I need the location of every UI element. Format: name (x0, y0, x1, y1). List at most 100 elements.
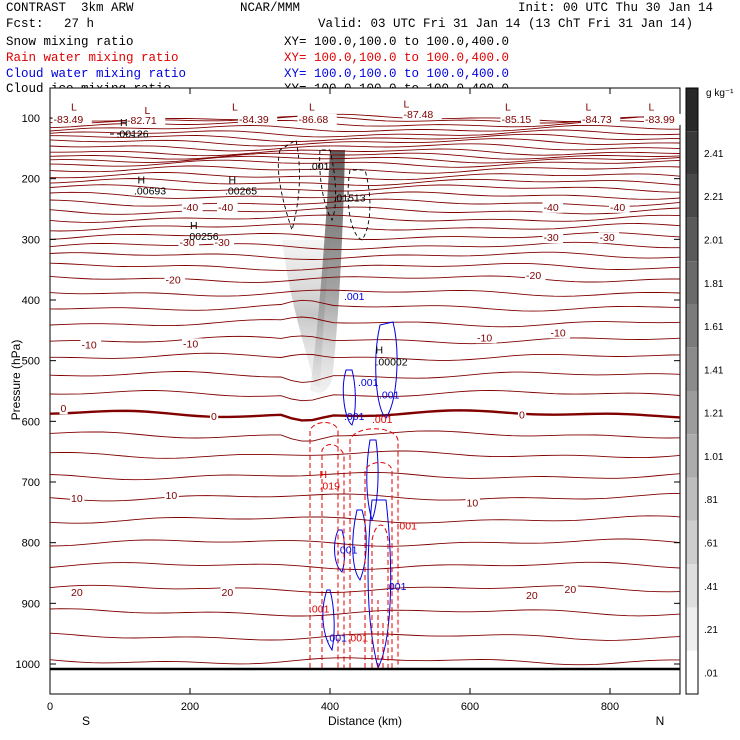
isotherm-label: 10 (166, 490, 178, 502)
colorbar-swatch (686, 520, 698, 565)
isotherm-line (50, 316, 680, 328)
isotherm-label: 0 (211, 411, 217, 423)
contour-label-bg (581, 113, 621, 125)
y-tick-label: 100 (22, 113, 40, 125)
isotherm-line (50, 251, 680, 260)
isotherm-label: 20 (222, 587, 234, 599)
contour-label-bg (644, 113, 684, 125)
colorbar-unit: g kg⁻¹ (706, 88, 734, 99)
extremum-label: H (120, 117, 128, 129)
colorbar-swatch (686, 88, 698, 132)
valid-time: Valid: 03 UTC Fri 31 Jan 14 (13 ChT Fri … (318, 17, 694, 31)
y-tick-label: 900 (22, 598, 40, 610)
isotherm-label: -10 (477, 332, 492, 344)
contour-label-bg (164, 274, 186, 286)
contour-label-bg (213, 237, 235, 249)
isotherm-line (50, 129, 680, 138)
contour-label-bg (518, 409, 527, 421)
isotherm-label: -10 (551, 327, 566, 339)
isotherm-label: -40 (183, 202, 198, 214)
colorbar-level-label: .21 (704, 625, 718, 636)
colorbar-swatch (686, 650, 698, 694)
contour-label-bg (210, 411, 219, 423)
cloud-ice-contours (110, 133, 371, 241)
contour-label-bg (465, 497, 480, 509)
contour-label-bg (70, 587, 85, 599)
isotherm-label: -30 (180, 237, 195, 249)
extremum-label: .001 (344, 291, 365, 303)
isotherm-label: 20 (71, 587, 83, 599)
colorbar-swatch (686, 261, 698, 305)
colorbar-level-label: .01 (704, 668, 718, 679)
isotherm-line (50, 152, 680, 160)
extremum-label: .01513 (334, 193, 366, 205)
isotherm-line (50, 409, 680, 422)
isotherm-label: -10 (82, 340, 97, 352)
extremum-label: L (145, 105, 151, 117)
isotherm-line (50, 335, 680, 345)
extremum-label: .001 (397, 520, 418, 532)
extremum-label: H (229, 175, 237, 187)
x-tick-label: 0 (47, 701, 53, 713)
colorbar-level-label: 2.01 (704, 236, 724, 247)
isotherm-label: -82.71 (127, 115, 157, 127)
isotherm-label: -84.73 (582, 114, 612, 126)
extremum-label: L (649, 102, 655, 114)
isotherm-label: 10 (467, 497, 479, 509)
isotherm-line (50, 214, 680, 223)
extremum-label: L (505, 102, 511, 114)
contour-label-bg (402, 109, 442, 120)
organization-label: NCAR/MMM (240, 1, 301, 15)
isotherm-label: -86.68 (299, 114, 329, 126)
contour-label-bg (80, 339, 102, 351)
isotherm-label: -40 (218, 202, 233, 214)
colorbar-level-label: .41 (704, 582, 718, 593)
colorbar-level-label: 2.41 (704, 149, 724, 160)
colorbar-swatch (686, 477, 698, 521)
contour-label-bg (297, 113, 337, 125)
contour-label-bg (549, 327, 571, 339)
colorbar-swatch (686, 347, 698, 391)
isotherm-line (50, 275, 680, 283)
contour-label-bg (238, 113, 278, 125)
y-tick-label: 1000 (16, 659, 40, 671)
extremum-label: .001 (348, 633, 369, 645)
extremum-label: H (138, 175, 146, 187)
colorbar-level-label: 2.21 (704, 192, 724, 203)
isotherm-line (50, 198, 680, 207)
rain-water-contours (309, 422, 399, 668)
isotherm-line (50, 371, 680, 383)
x-axis-label: Distance (km) (328, 714, 402, 728)
contour-label-bg (476, 332, 497, 344)
extremum-label: H (190, 220, 198, 232)
extremum-label: .00256 (187, 231, 219, 243)
isotherm-line (50, 143, 680, 152)
contour-label-bg (59, 403, 68, 415)
isotherm-label: -85.15 (502, 114, 532, 126)
contour-label-bg (70, 493, 85, 505)
isotherm-label: -30 (544, 232, 559, 244)
isotherm-label: -10 (183, 338, 198, 350)
extremum-label: .001 (358, 377, 379, 389)
isotherm-line (50, 124, 680, 133)
x-tick-label: 200 (181, 701, 199, 713)
isotherm-label: -83.99 (645, 114, 675, 126)
y-tick-label: 500 (22, 356, 40, 368)
extremum-label: .001 (309, 161, 330, 173)
contour-label-bg (220, 587, 235, 599)
isotherm-line (50, 206, 680, 215)
isotherm-line (50, 184, 680, 193)
isotherm-line (50, 262, 680, 271)
extremum-label: L (309, 102, 315, 114)
extremum-label: .00002 (376, 357, 408, 369)
isotherm-line (50, 223, 680, 232)
isotherm-label: 0 (519, 409, 525, 421)
isotherm-line (50, 165, 680, 174)
isotherm-line (50, 492, 680, 502)
x-tick-label: 600 (461, 701, 479, 713)
extremum-label: .00693 (134, 185, 166, 197)
extremum-label: .001 (344, 411, 365, 423)
colorbar-swatch (686, 131, 698, 175)
isotherm-line (50, 133, 680, 142)
